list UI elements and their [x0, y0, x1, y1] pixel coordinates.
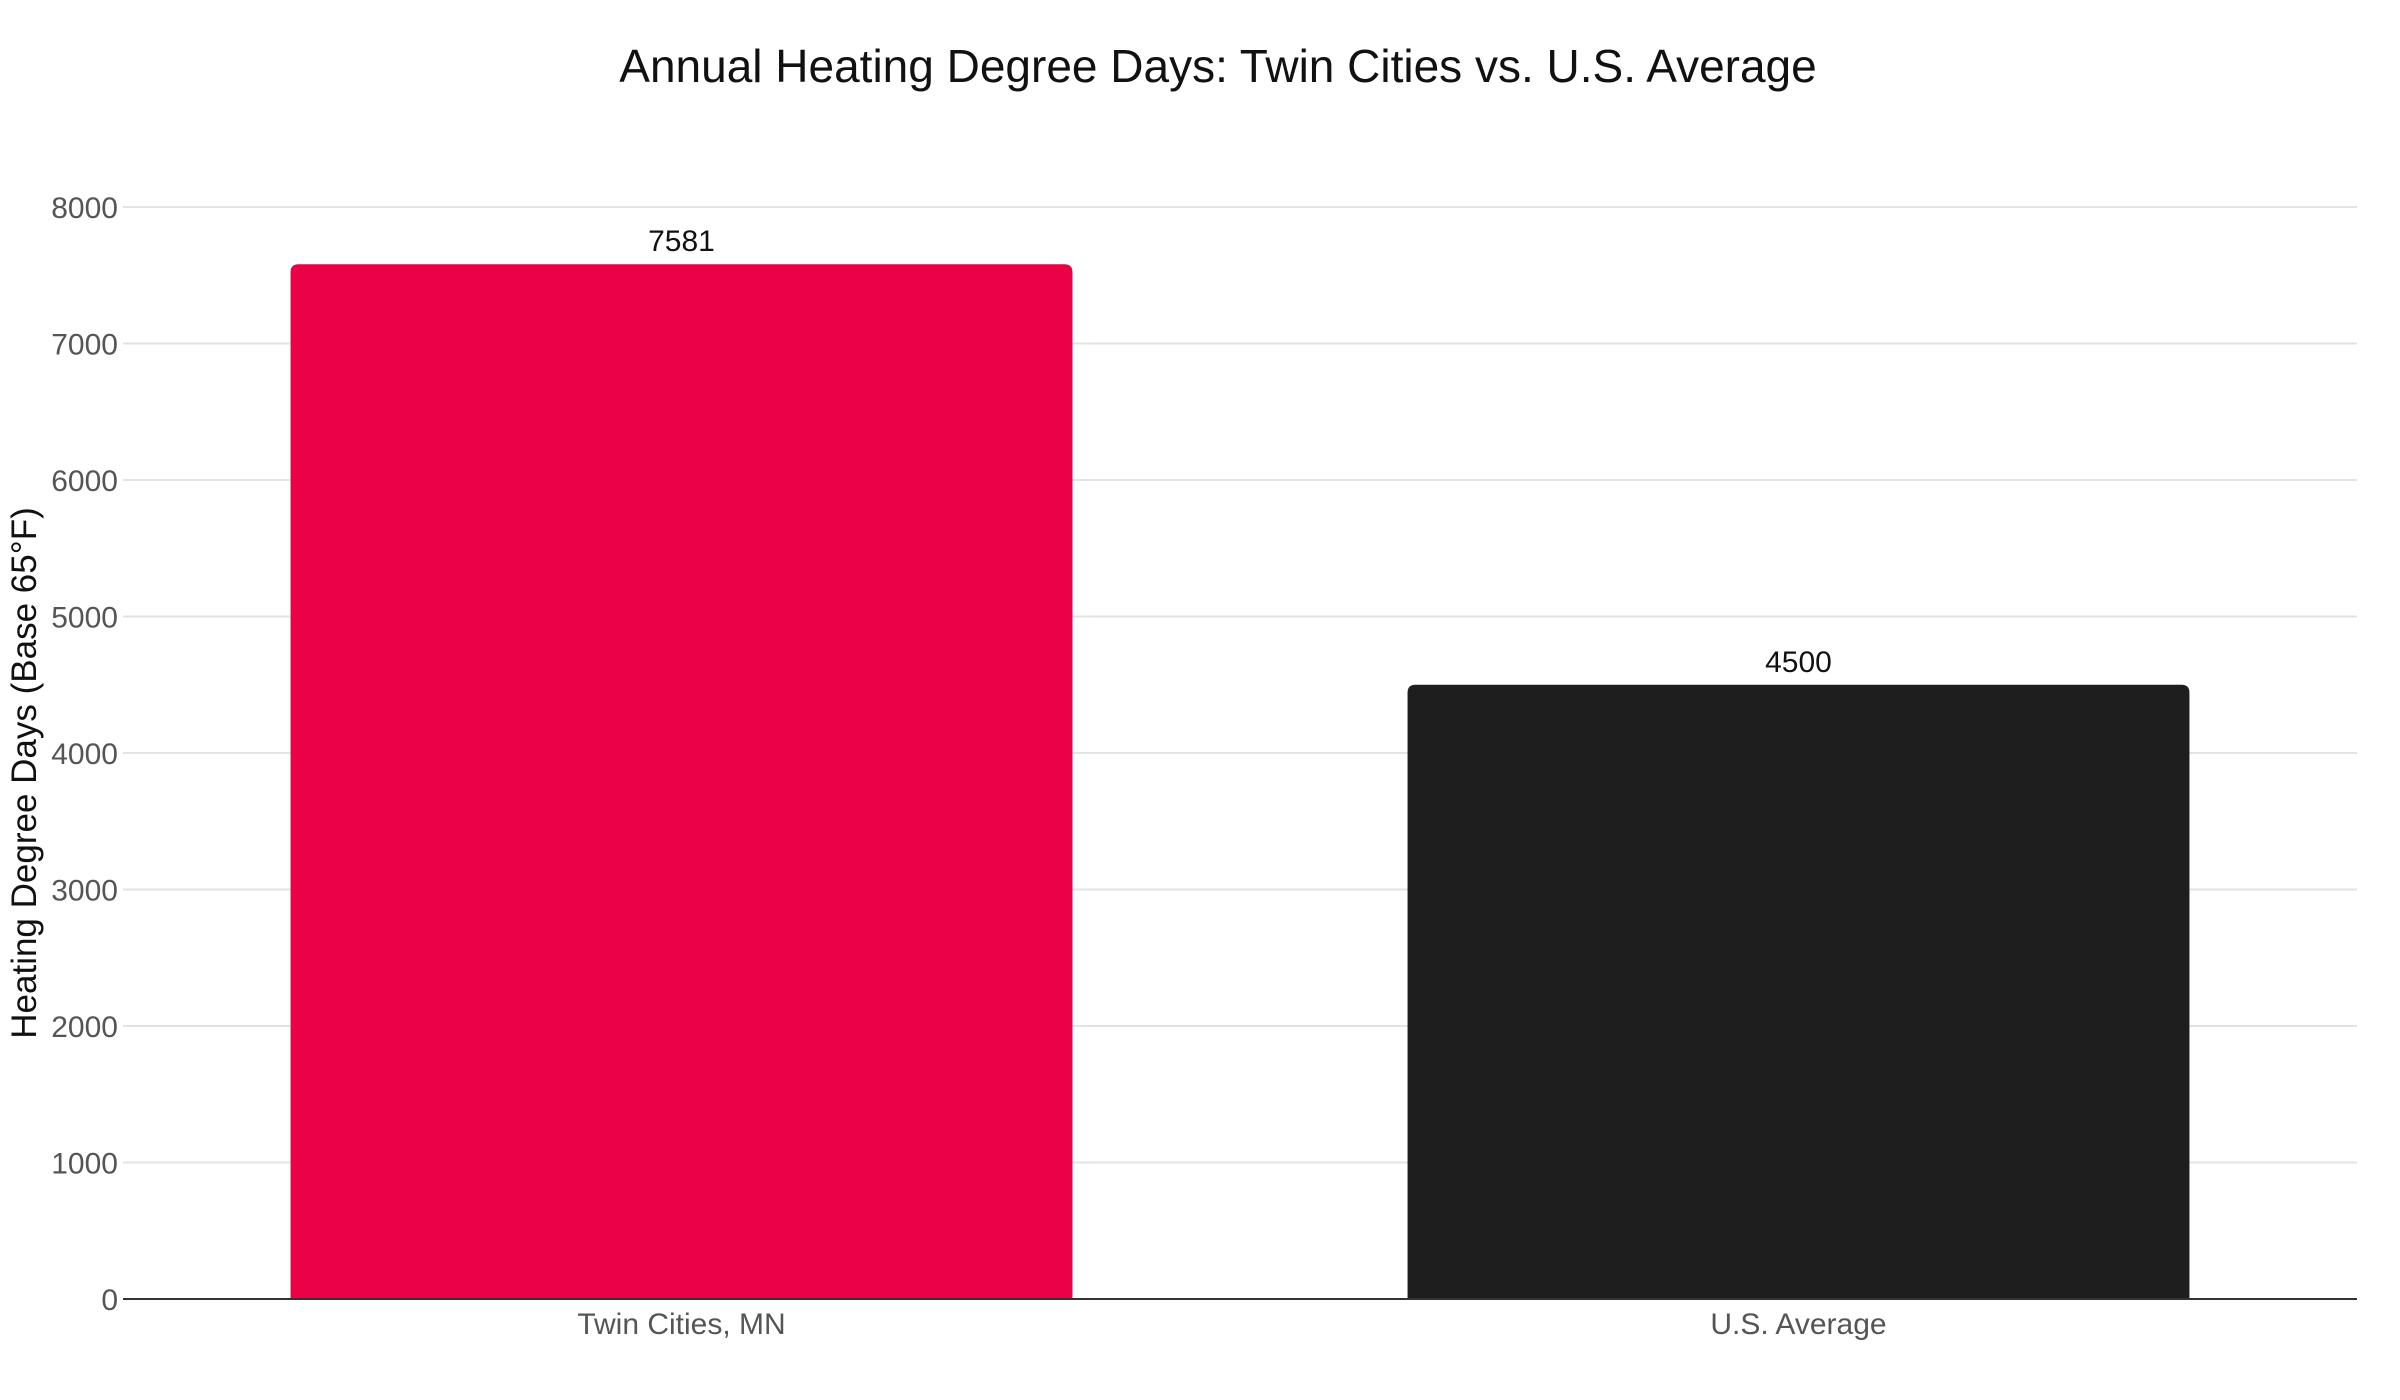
x-axis-ticks: Twin Cities, MN U.S. Average — [577, 1308, 1886, 1341]
y-tick-label: 1000 — [51, 1148, 118, 1181]
y-axis-ticks: 0 1000 2000 3000 4000 5000 6000 7000 8000 — [51, 192, 118, 1317]
y-tick-label: 3000 — [51, 875, 118, 908]
y-tick-label: 2000 — [51, 1011, 118, 1044]
bar-twin-cities-mn — [290, 264, 1073, 1300]
bars — [290, 264, 2190, 1300]
y-tick-label: 6000 — [51, 465, 118, 498]
y-axis-title: Heating Degree Days (Base 65°F) — [5, 507, 44, 1038]
chart-title: Annual Heating Degree Days: Twin Cities … — [619, 40, 1816, 92]
x-tick-label: Twin Cities, MN — [577, 1308, 785, 1341]
data-label: 4500 — [1765, 646, 1832, 679]
data-labels: 7581 4500 — [648, 225, 1832, 679]
y-tick-label: 4000 — [51, 738, 118, 771]
y-tick-label: 0 — [101, 1284, 118, 1317]
data-label: 7581 — [648, 225, 715, 258]
bar-u-s-average — [1407, 684, 2190, 1299]
x-tick-label: U.S. Average — [1710, 1308, 1886, 1341]
y-tick-label: 5000 — [51, 602, 118, 635]
y-tick-label: 8000 — [51, 192, 118, 225]
y-tick-label: 7000 — [51, 329, 118, 362]
